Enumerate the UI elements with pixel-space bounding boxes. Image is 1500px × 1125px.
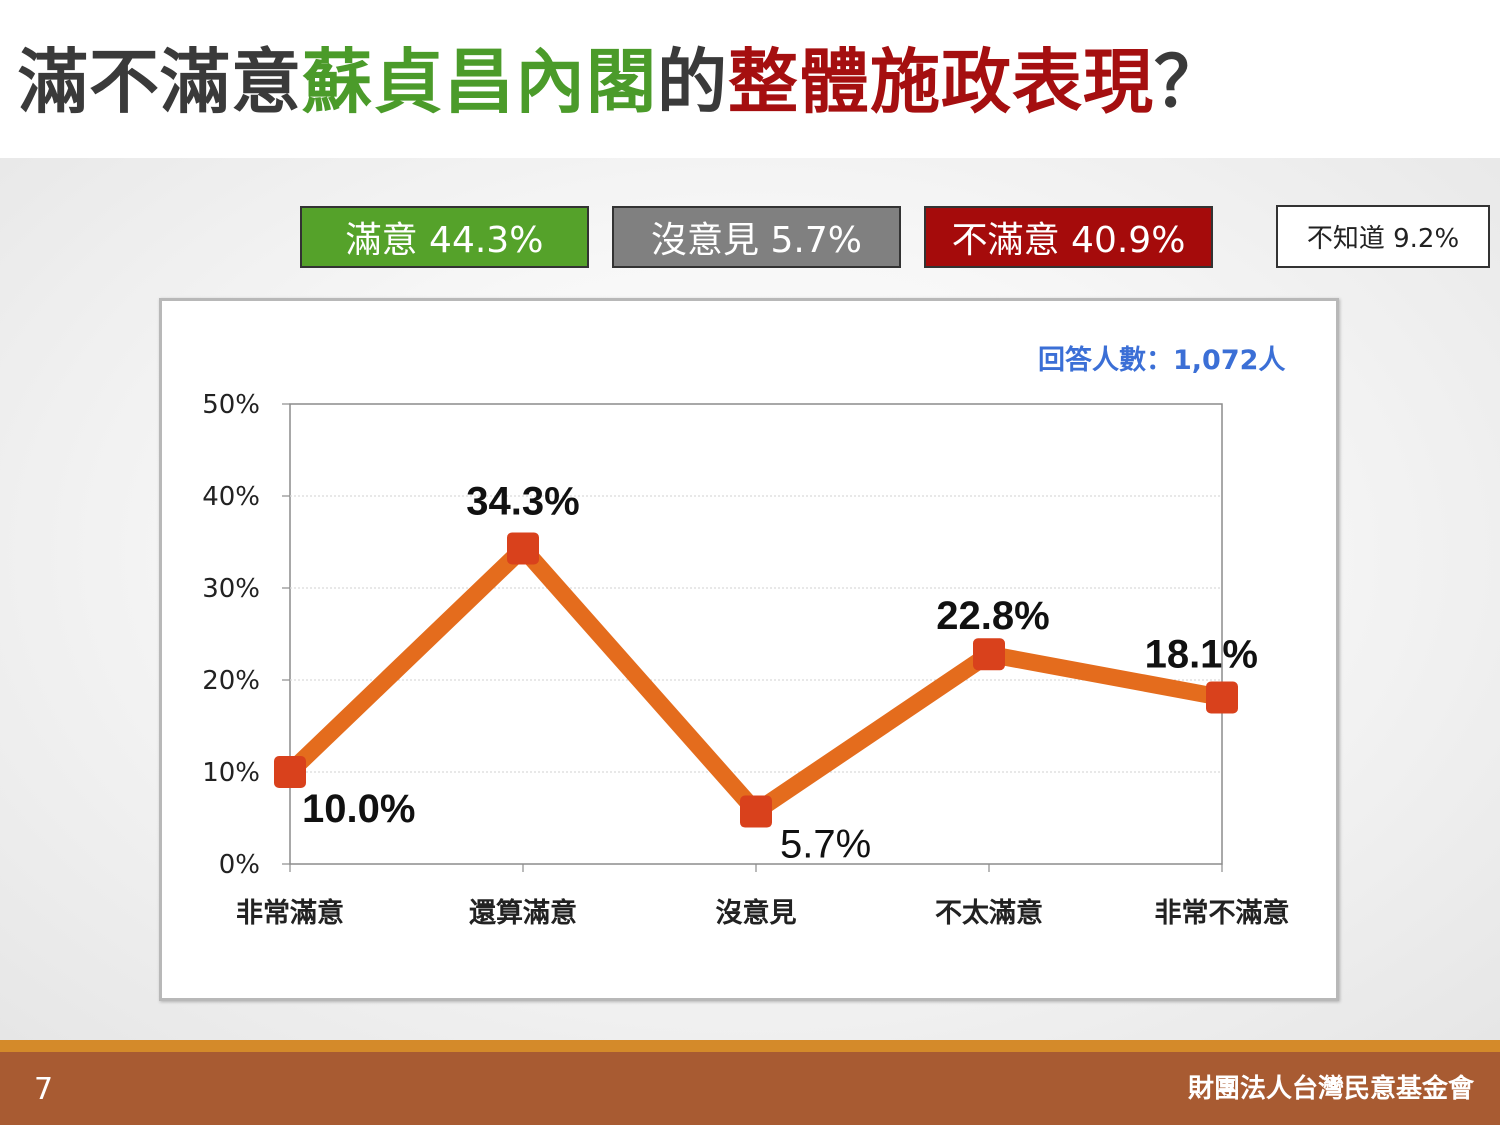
page-number: 7 bbox=[34, 1072, 54, 1107]
satisfied-summary-box: 滿意 44.3% bbox=[300, 206, 589, 268]
data-point-marker bbox=[274, 756, 306, 788]
header: 滿不滿意蘇貞昌內閣的整體施政表現？ bbox=[0, 0, 1500, 158]
x-category-label: 非常滿意 bbox=[236, 897, 344, 929]
dissatisfied-summary-box: 不滿意 40.9% bbox=[924, 206, 1213, 268]
x-category-label: 非常不滿意 bbox=[1155, 897, 1290, 929]
page-title: 滿不滿意蘇貞昌內閣的整體施政表現？ bbox=[18, 38, 1225, 126]
y-tick-label: 40% bbox=[202, 482, 260, 512]
data-label: 5.7% bbox=[780, 823, 871, 867]
data-point-marker bbox=[973, 638, 1005, 671]
data-point-marker bbox=[1206, 681, 1238, 714]
organization-name: 財團法人台灣民意基金會 bbox=[1187, 1074, 1474, 1104]
data-label: 34.3% bbox=[466, 479, 579, 523]
title-part-2: 蘇貞昌內閣 bbox=[302, 41, 657, 123]
data-label: 10.0% bbox=[302, 787, 415, 831]
footer-stripe bbox=[0, 1040, 1500, 1052]
title-part-4: 整體施政表現 bbox=[728, 41, 1154, 123]
data-point-marker bbox=[740, 795, 772, 828]
y-tick-label: 10% bbox=[202, 758, 260, 788]
data-label: 22.8% bbox=[936, 594, 1049, 638]
title-part-1: 滿不滿意 bbox=[18, 41, 302, 123]
y-tick-label: 20% bbox=[202, 666, 260, 696]
dont-know-summary-box: 不知道 9.2% bbox=[1276, 205, 1490, 268]
footer bbox=[0, 1052, 1500, 1125]
data-label: 18.1% bbox=[1145, 632, 1258, 676]
title-part-3: 的 bbox=[657, 41, 728, 123]
x-category-label: 還算滿意 bbox=[469, 897, 577, 929]
y-tick-label: 30% bbox=[202, 574, 260, 604]
x-category-label: 不太滿意 bbox=[935, 897, 1043, 929]
y-tick-label: 50% bbox=[202, 390, 260, 420]
no-opinion-summary-box: 沒意見 5.7% bbox=[612, 206, 901, 268]
chart-panel bbox=[159, 298, 1339, 1001]
data-point-marker bbox=[507, 532, 539, 565]
x-category-label: 沒意見 bbox=[716, 897, 797, 929]
y-tick-label: 0% bbox=[219, 850, 260, 880]
title-part-5: ？ bbox=[1154, 41, 1225, 123]
respondents-note: 回答人數：1,072人 bbox=[1038, 345, 1286, 376]
